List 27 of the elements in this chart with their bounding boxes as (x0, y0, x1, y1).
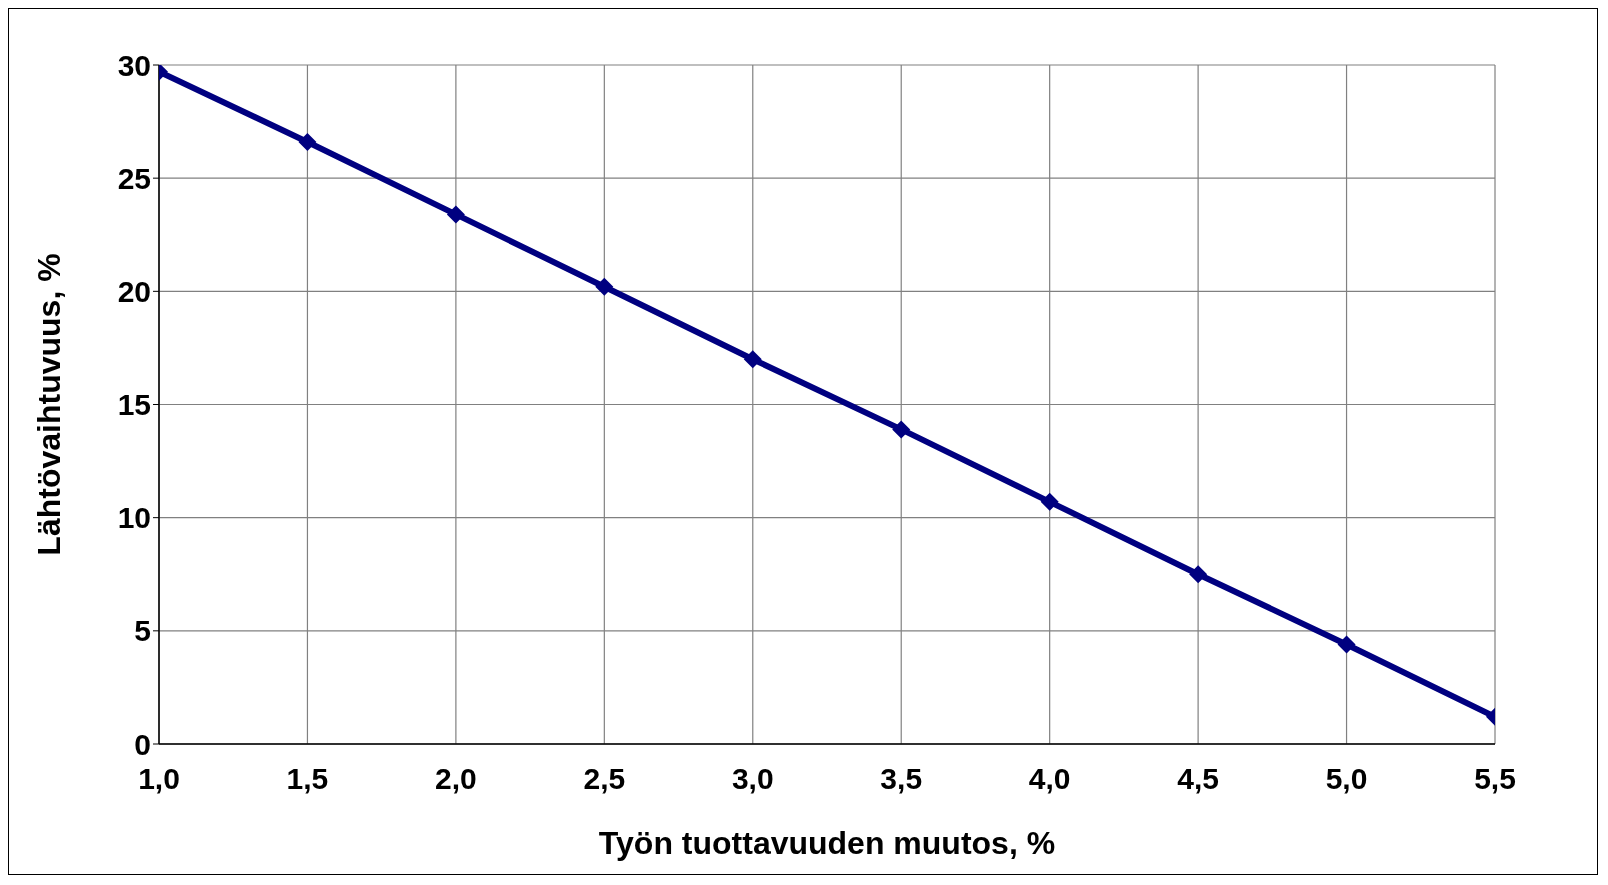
x-tick-label: 2,0 (435, 762, 477, 796)
x-tick-label: 1,5 (286, 762, 329, 796)
point (595, 277, 614, 296)
y-tick-label: 30 (117, 48, 151, 82)
x-axis-title: Työn tuottavuuden muutos, % (598, 825, 1056, 861)
point (446, 205, 465, 224)
point (1189, 565, 1208, 584)
point (743, 350, 762, 369)
x-tick-label: 5,0 (1325, 762, 1368, 796)
x-tick-label: 2,5 (583, 762, 626, 796)
y-tick-label: 5 (134, 614, 151, 648)
x-tick-label: 3,0 (731, 762, 774, 796)
x-tick-label: 3,5 (880, 762, 923, 796)
y-tick-label: 0 (134, 727, 151, 761)
point (1040, 492, 1059, 511)
y-tick-label: 10 (117, 501, 151, 535)
x-tick-label: 1,0 (138, 762, 180, 796)
y-tick-label: 25 (117, 161, 151, 195)
x-tick-label: 4,0 (1028, 762, 1071, 796)
y-tick-label: 15 (117, 388, 151, 422)
y-tick-label: 20 (117, 274, 151, 308)
y-axis-title: Lähtövaihtuvuus, % (31, 253, 68, 556)
point (1337, 635, 1356, 654)
point (298, 132, 317, 151)
x-tick-label: 5,5 (1474, 762, 1516, 796)
x-tick-label: 4,5 (1177, 762, 1219, 796)
point (892, 420, 911, 439)
